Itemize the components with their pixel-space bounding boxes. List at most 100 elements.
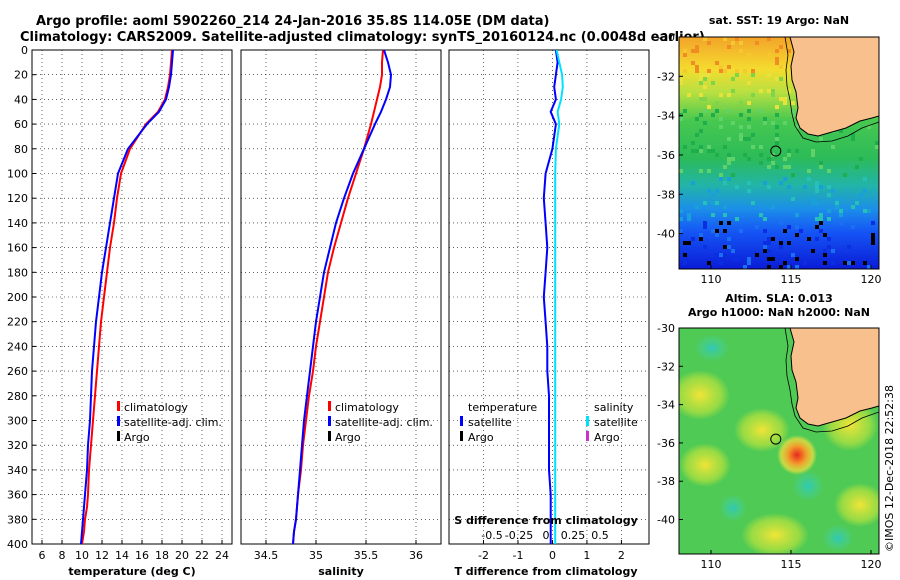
legend-swatch-t-argo	[460, 431, 463, 441]
sst-pixel	[787, 165, 791, 169]
sla-blob	[679, 370, 730, 420]
sst-pixel	[871, 241, 875, 245]
sst-map-panel: sat. SST: 19 Argo: NaN 110 115 120 -30 -32 -3…	[657, 14, 881, 286]
depth-tick-label: 380	[7, 513, 28, 526]
sst-pixel	[711, 201, 715, 205]
top-tick-label: 0	[543, 529, 550, 542]
sst-pixel	[763, 121, 767, 125]
sst-pixel	[763, 181, 767, 185]
sst-pixel	[723, 145, 727, 149]
legend-swatch-argo	[328, 431, 331, 441]
sst-pixel	[715, 153, 719, 157]
sst-pixel	[751, 145, 755, 149]
sst-pixel	[707, 145, 711, 149]
sst-pixel	[867, 265, 871, 269]
sst-pixel	[771, 237, 775, 241]
sst-pixel	[751, 73, 755, 77]
x-tick-label: 24	[215, 549, 229, 562]
sst-pixel	[747, 257, 751, 261]
sst-pixel	[699, 73, 703, 77]
sst-pixel	[691, 57, 695, 61]
sla-blob	[719, 494, 747, 522]
sst-pixel	[827, 185, 831, 189]
credit-text: ©IMOS 12-Dec-2018 22:52:38	[883, 385, 896, 552]
sst-pixel	[683, 49, 687, 53]
sst-pixel	[851, 261, 855, 265]
sst-pixel	[731, 41, 735, 45]
sst-pixel	[767, 89, 771, 93]
sst-pixel	[787, 153, 791, 157]
sla-blob	[834, 483, 879, 527]
sst-pixel	[811, 149, 815, 153]
sst-pixel	[679, 193, 683, 197]
sst-pixel	[683, 253, 687, 257]
sst-pixel	[815, 181, 819, 185]
sst-pixel	[695, 149, 699, 153]
sst-pixel	[723, 165, 727, 169]
legend-label-climatology: climatology	[335, 401, 399, 414]
sst-pixel	[767, 157, 771, 161]
sst-pixel	[683, 145, 687, 149]
sst-pixel	[699, 149, 703, 153]
sst-pixel	[723, 245, 727, 249]
map-y-tick-label: -40	[657, 514, 675, 527]
sst-pixel	[811, 249, 815, 253]
difference-legend-salinity: salinity satellite Argo	[586, 401, 638, 444]
sst-pixel	[847, 261, 851, 265]
sst-pixel	[763, 217, 767, 221]
depth-tick-label: 20	[14, 69, 28, 82]
sst-pixel	[731, 257, 735, 261]
sst-pixel	[839, 129, 843, 133]
x-tick-label: 0	[549, 549, 556, 562]
sst-pixel	[791, 109, 795, 113]
sst-pixel	[723, 105, 727, 109]
sst-pixel	[787, 225, 791, 229]
sst-pixel	[739, 133, 743, 137]
sst-pixel	[727, 157, 731, 161]
sla-blob	[822, 524, 854, 552]
x-tick-label: 35.5	[354, 549, 379, 562]
sst-pixel	[719, 125, 723, 129]
map-y-tick-label: -40	[657, 228, 675, 241]
difference-top-ticks: -0.5 -0.25 0 0.25 0.5	[481, 529, 608, 542]
sst-pixel	[739, 41, 743, 45]
sst-pixel	[791, 113, 795, 117]
legend-swatch-argo	[117, 431, 120, 441]
sst-pixel	[683, 241, 687, 245]
sst-pixel	[747, 53, 751, 57]
sst-pixel	[827, 237, 831, 241]
sst-pixel	[707, 41, 711, 45]
x-tick-label: 36	[409, 549, 423, 562]
sst-pixel	[691, 181, 695, 185]
sst-pixel	[715, 229, 719, 233]
sst-pixel	[679, 77, 683, 81]
sst-pixel	[703, 245, 707, 249]
sst-pixel	[703, 77, 707, 81]
sst-pixel	[763, 249, 767, 253]
sst-argo-marker	[770, 145, 782, 157]
sst-pixel	[763, 245, 767, 249]
sst-pixel	[819, 137, 823, 141]
sst-pixel	[775, 133, 779, 137]
sst-pixel	[815, 217, 819, 221]
sst-pixel	[839, 213, 843, 217]
sst-pixel	[679, 113, 683, 117]
sst-pixel	[819, 213, 823, 217]
sst-pixel	[715, 201, 719, 205]
depth-tick-label: 320	[7, 439, 28, 452]
sst-pixel	[787, 241, 791, 245]
sst-pixel	[735, 73, 739, 77]
sla-eddy-hot	[777, 435, 817, 475]
sst-pixel	[871, 233, 875, 237]
sst-pixel	[699, 169, 703, 173]
sst-pixel	[719, 221, 723, 225]
sst-map-frame	[678, 36, 880, 270]
sst-pixel	[851, 205, 855, 209]
sst-pixel	[679, 229, 683, 233]
difference-x-label: T difference from climatology	[454, 565, 637, 578]
sst-pixel	[775, 257, 779, 261]
sla-depth-contour	[784, 328, 879, 433]
sst-pixel	[703, 225, 707, 229]
sst-pixel	[735, 217, 739, 221]
sst-pixel	[699, 233, 703, 237]
